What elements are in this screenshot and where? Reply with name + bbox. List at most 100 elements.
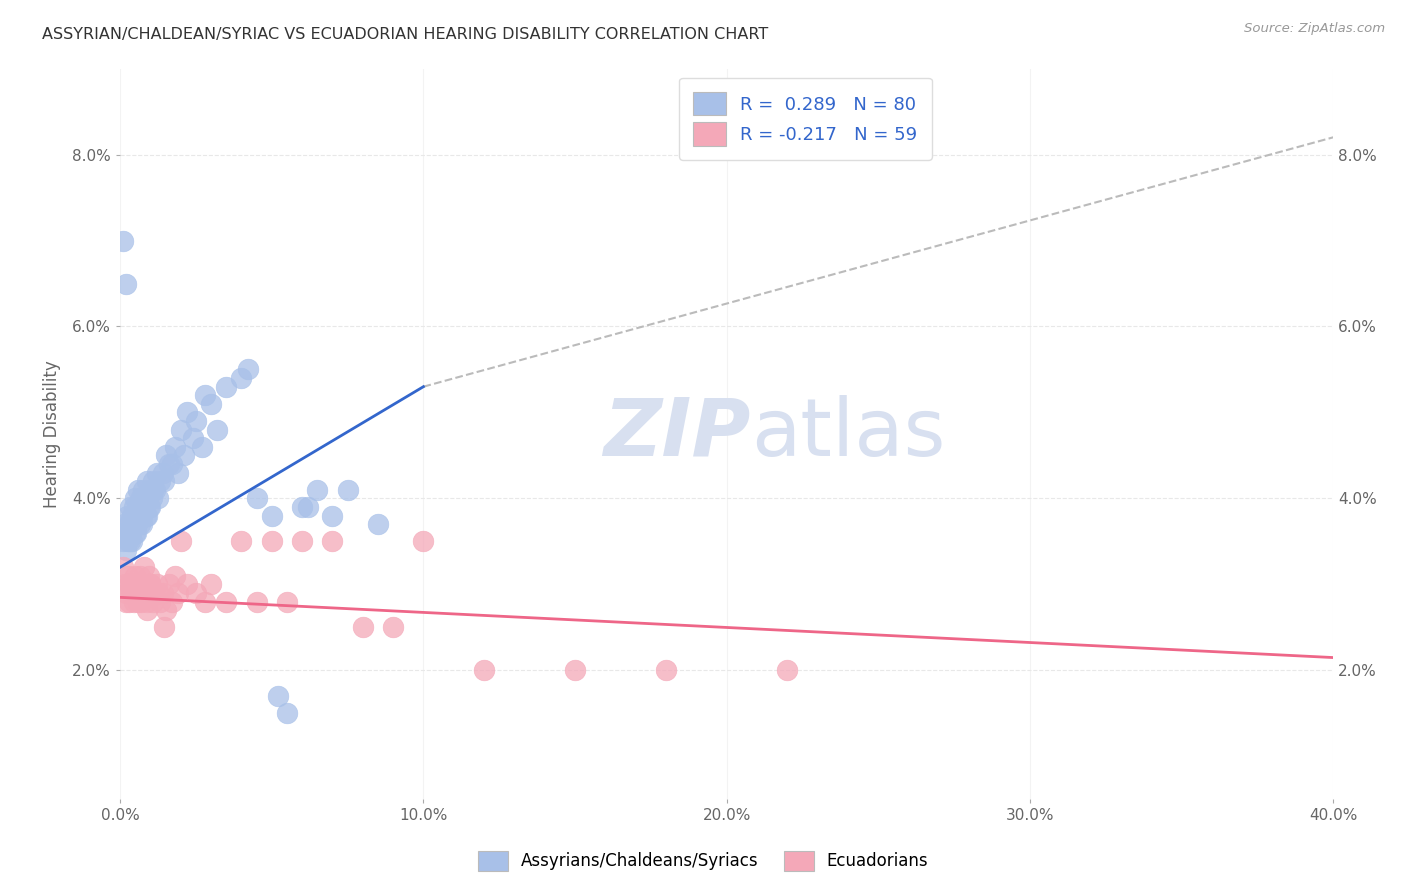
- Point: [125, 525, 148, 540]
- Point: [122, 517, 145, 532]
- Point: [127, 483, 149, 497]
- Point: [176, 405, 198, 419]
- Point: [135, 508, 157, 523]
- Point: [291, 534, 314, 549]
- Point: [412, 534, 434, 549]
- Point: [160, 595, 183, 609]
- Point: [120, 577, 142, 591]
- Point: [134, 560, 156, 574]
- Point: [142, 595, 165, 609]
- Point: [117, 525, 139, 540]
- Legend: R =  0.289   N = 80, R = -0.217   N = 59: R = 0.289 N = 80, R = -0.217 N = 59: [679, 78, 932, 160]
- Point: [111, 534, 134, 549]
- Point: [307, 483, 329, 497]
- Point: [124, 577, 146, 591]
- Point: [125, 508, 148, 523]
- Point: [127, 586, 149, 600]
- Point: [129, 577, 152, 591]
- Point: [352, 620, 374, 634]
- Point: [135, 586, 157, 600]
- Text: ASSYRIAN/CHALDEAN/SYRIAC VS ECUADORIAN HEARING DISABILITY CORRELATION CHART: ASSYRIAN/CHALDEAN/SYRIAC VS ECUADORIAN H…: [42, 27, 769, 42]
- Point: [194, 595, 217, 609]
- Point: [246, 491, 269, 506]
- Point: [120, 534, 142, 549]
- Point: [131, 595, 153, 609]
- Point: [132, 500, 155, 514]
- Text: ZIP: ZIP: [603, 395, 751, 473]
- Point: [118, 595, 141, 609]
- Point: [138, 569, 160, 583]
- Point: [321, 508, 343, 523]
- Point: [138, 500, 160, 514]
- Point: [176, 577, 198, 591]
- Point: [124, 525, 146, 540]
- Point: [145, 466, 167, 480]
- Point: [134, 500, 156, 514]
- Point: [184, 586, 207, 600]
- Point: [114, 577, 136, 591]
- Point: [260, 534, 283, 549]
- Point: [170, 423, 193, 437]
- Point: [142, 483, 165, 497]
- Point: [215, 380, 238, 394]
- Point: [139, 577, 162, 591]
- Point: [160, 457, 183, 471]
- Point: [267, 690, 290, 704]
- Point: [246, 595, 269, 609]
- Point: [146, 586, 169, 600]
- Point: [111, 560, 134, 574]
- Point: [124, 491, 146, 506]
- Point: [136, 475, 159, 489]
- Point: [128, 569, 150, 583]
- Point: [131, 517, 153, 532]
- Point: [173, 449, 195, 463]
- Point: [776, 664, 799, 678]
- Point: [115, 508, 138, 523]
- Text: Source: ZipAtlas.com: Source: ZipAtlas.com: [1244, 22, 1385, 36]
- Point: [131, 508, 153, 523]
- Point: [276, 595, 298, 609]
- Point: [132, 586, 155, 600]
- Point: [117, 577, 139, 591]
- Point: [231, 534, 253, 549]
- Point: [215, 595, 238, 609]
- Point: [128, 508, 150, 523]
- Point: [135, 603, 157, 617]
- Point: [122, 500, 145, 514]
- Point: [142, 586, 165, 600]
- Point: [139, 483, 162, 497]
- Point: [148, 595, 170, 609]
- Point: [153, 620, 176, 634]
- Point: [112, 234, 135, 248]
- Point: [115, 525, 138, 540]
- Point: [121, 534, 143, 549]
- Point: [181, 431, 204, 445]
- Point: [138, 491, 160, 506]
- Point: [166, 586, 188, 600]
- Point: [127, 595, 149, 609]
- Point: [132, 577, 155, 591]
- Point: [134, 491, 156, 506]
- Point: [157, 577, 180, 591]
- Point: [200, 397, 222, 411]
- Point: [148, 475, 170, 489]
- Point: [472, 664, 495, 678]
- Point: [157, 457, 180, 471]
- Point: [655, 664, 678, 678]
- Point: [153, 475, 176, 489]
- Point: [129, 491, 152, 506]
- Point: [321, 534, 343, 549]
- Point: [382, 620, 405, 634]
- Point: [117, 534, 139, 549]
- Point: [200, 577, 222, 591]
- Point: [125, 577, 148, 591]
- Point: [115, 586, 138, 600]
- Point: [118, 517, 141, 532]
- Point: [122, 517, 145, 532]
- Point: [128, 508, 150, 523]
- Point: [114, 277, 136, 291]
- Point: [128, 517, 150, 532]
- Point: [163, 569, 186, 583]
- Point: [260, 508, 283, 523]
- Point: [205, 423, 228, 437]
